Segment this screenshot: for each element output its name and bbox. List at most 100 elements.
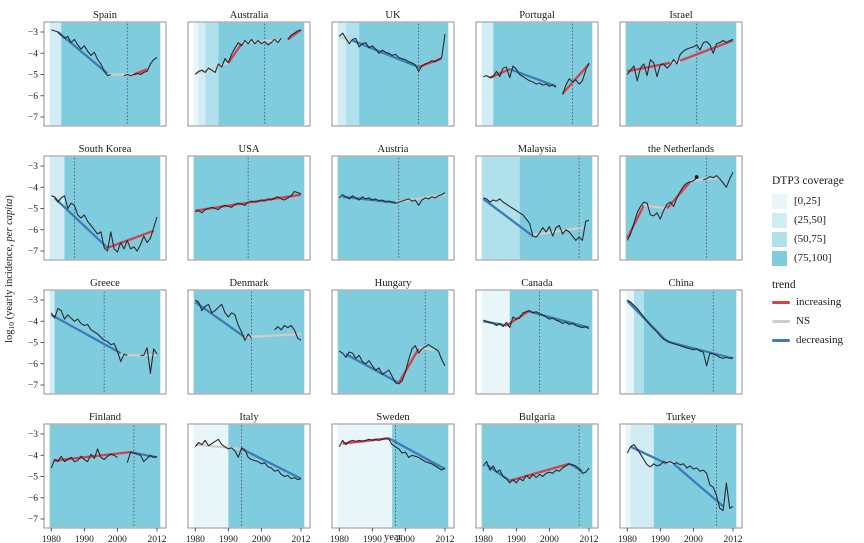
panel-border: [619, 155, 743, 261]
trend-segment-increasing: [397, 348, 420, 384]
panel-border: [331, 423, 455, 529]
legend-coverage-item: (50,75]: [772, 231, 864, 247]
incidence-line: [195, 299, 302, 341]
coverage-label: (50,75]: [794, 232, 827, 245]
x-tick-label: 1990: [75, 535, 94, 543]
panel-title: Portugal: [519, 10, 555, 21]
x-tick-label: 2012: [580, 535, 599, 543]
coverage-band: [633, 290, 644, 394]
legend-trend-item: NS: [772, 316, 864, 327]
incidence-line: [626, 444, 734, 512]
trend-line-swatch-icon: [772, 339, 790, 342]
panel-uk: UK: [331, 10, 455, 127]
coverage-swatch-icon: [772, 212, 787, 228]
panel-spain: Spain −3 −4 −5 −6 −7: [28, 10, 167, 127]
incidence-line: [51, 195, 158, 253]
coverage-band: [481, 424, 593, 528]
x-tick-label: 1980: [330, 535, 349, 543]
coverage-band: [337, 22, 346, 126]
x-tick-label: 1990: [363, 535, 382, 543]
panel-title: Denmark: [229, 278, 269, 289]
panel-italy: Italy 1980 1990 2000 2012: [186, 412, 311, 543]
y-axis-title: log10 (yearly incidence, per capita): [4, 195, 16, 343]
coverage-band: [205, 22, 219, 126]
y-tick-label: −6: [28, 226, 38, 236]
data-dot: [694, 175, 699, 179]
trend-segment-ns: [241, 39, 282, 44]
trend-segment-decreasing: [352, 39, 420, 69]
coverage-band: [193, 424, 229, 528]
coverage-swatch-icon: [772, 193, 787, 209]
trend-segment-ns: [532, 226, 583, 237]
panel-title: UK: [385, 10, 401, 21]
coverage-band: [481, 290, 510, 394]
incidence-line: [195, 190, 302, 214]
y-tick-label: −6: [28, 92, 38, 102]
y-tick-label: −5: [28, 339, 38, 349]
incidence-line: [194, 438, 302, 481]
coverage-band: [198, 22, 206, 126]
panel-title: Finland: [89, 412, 122, 423]
panel-title: Spain: [93, 10, 118, 21]
x-tick-label: 1980: [186, 535, 205, 543]
x-tick-label: 2012: [148, 535, 167, 543]
panel-title: Hungary: [375, 278, 412, 289]
trend-line-swatch-icon: [772, 301, 790, 304]
trend-segment-increasing: [227, 43, 243, 64]
panel-title: Turkey: [666, 412, 697, 423]
y-tick-label: −3: [28, 28, 38, 38]
panel-title: Australia: [230, 10, 269, 21]
panel-border: [619, 289, 743, 395]
panel-border: [619, 423, 743, 529]
y-tick-label: −4: [28, 317, 38, 327]
trend-segment-ns: [244, 332, 302, 339]
panel-israel: Israel: [619, 10, 743, 127]
panel-border: [331, 289, 455, 395]
incidence-line: [483, 197, 590, 241]
coverage-band: [228, 424, 305, 528]
coverage-band: [493, 22, 593, 126]
y-tick-label: −7: [28, 381, 38, 391]
panel-border: [475, 155, 599, 261]
coverage-band: [625, 156, 737, 260]
panel-turkey: Turkey 1980 1990 2000 2012: [618, 412, 743, 543]
legend-coverage-item: [0,25]: [772, 193, 864, 209]
y-tick-label: −3: [28, 430, 38, 440]
trend-segment-increasing: [509, 462, 570, 482]
coverage-band: [481, 22, 494, 126]
legend-coverage-items: [0,25] (25,50] (50,75] (75,100]: [772, 193, 864, 266]
coverage-swatch-icon: [772, 231, 787, 247]
incidence-line: [50, 448, 158, 469]
coverage-band: [337, 156, 449, 260]
panel-denmark: Denmark: [187, 278, 311, 395]
panel-border: [43, 289, 167, 395]
trend-segment-ns: [418, 346, 436, 352]
panel-title: Greece: [90, 278, 120, 289]
x-axis-title: year: [384, 532, 403, 543]
incidence-line: [483, 62, 590, 95]
incidence-line: [626, 172, 734, 241]
y-tick-label: −7: [28, 515, 38, 525]
coverage-band: [481, 156, 520, 260]
panel-border: [331, 155, 455, 261]
trend-segment-ns: [195, 443, 242, 451]
incidence-line: [483, 310, 590, 330]
panel-greece: Greece −3 −4 −5 −6 −7: [28, 278, 167, 395]
panel-sweden: Sweden 1980 1990 2000 2012: [330, 412, 455, 543]
coverage-band: [49, 156, 65, 260]
trend-segment-decreasing: [672, 462, 724, 508]
legend-trend-items: increasing NS decreasing: [772, 297, 864, 346]
incidence-line: [627, 299, 734, 367]
panel-title: South Korea: [79, 144, 132, 155]
panel-portugal: Portugal: [475, 10, 599, 127]
panel-border: [475, 423, 599, 529]
y-tick-label: −5: [28, 473, 38, 483]
x-tick-label: 2012: [724, 535, 743, 543]
x-tick-label: 2000: [684, 535, 703, 543]
coverage-band: [49, 424, 161, 528]
panel-title: China: [668, 278, 693, 289]
panel-border: [331, 21, 455, 127]
coverage-label: (75,100]: [794, 251, 832, 264]
y-tick-label: −3: [28, 162, 38, 172]
